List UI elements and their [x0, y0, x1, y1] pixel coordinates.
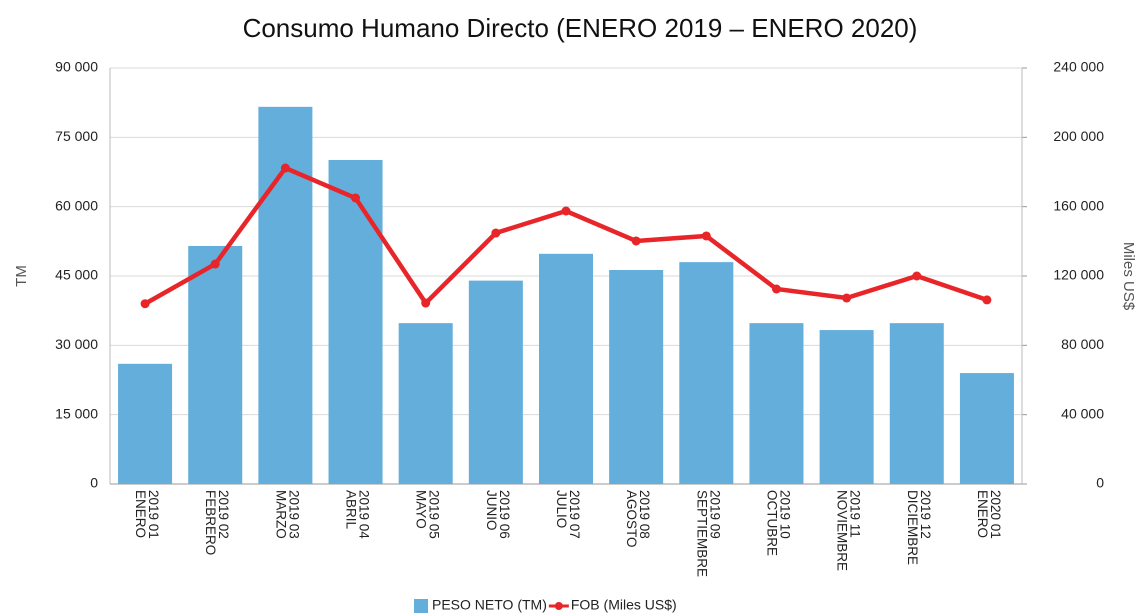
x-tick-line: 2019 03 [287, 490, 302, 539]
x-tick-line: 2019 04 [357, 490, 372, 539]
marker [771, 284, 781, 294]
x-tick-line: MAYO [414, 490, 429, 529]
x-tick-line: OCTUBRE [765, 490, 780, 556]
bar [749, 323, 804, 484]
x-tick-label: 2019 05MAYO [414, 490, 442, 539]
y2-tick-label: 120 000 [1053, 267, 1104, 283]
y-tick-label: 45 000 [55, 267, 98, 283]
x-tick-label: 2019 09SEPTIEMBRE [695, 490, 723, 577]
x-tick-line: ENERO [975, 490, 990, 538]
y2-tick-label: 0 [1096, 475, 1104, 491]
x-tick-line: 2019 12 [918, 490, 933, 539]
legend-swatch [414, 599, 428, 613]
x-tick-label: 2019 11NOVIEMBRE [835, 490, 863, 571]
bar [539, 253, 593, 484]
y-axis-label: TM [13, 265, 30, 287]
bar [468, 280, 523, 484]
x-tick-label: 2019 02FEBRERO [204, 490, 232, 555]
y-tick-label: 60 000 [55, 197, 98, 213]
marker [561, 206, 571, 216]
legend-swatch [554, 602, 563, 610]
y2-tick-label: 160 000 [1053, 197, 1104, 213]
bar [819, 330, 874, 484]
x-tick-label: 2019 04ABRIL [344, 490, 372, 539]
bar [398, 323, 453, 484]
x-tick-label: 2019 08AGOSTO [625, 490, 653, 548]
x-tick-line: 2019 02 [217, 490, 232, 539]
x-tick-line: 2019 11 [848, 490, 863, 538]
y-tick-label: 0 [90, 475, 98, 491]
x-tick-line: 2020 01 [988, 490, 1003, 539]
bar [118, 363, 173, 484]
marker [701, 231, 711, 241]
marker [631, 236, 641, 246]
x-tick-line: 2019 10 [778, 490, 793, 539]
x-tick-label: 2020 01ENERO [975, 490, 1003, 539]
x-tick-line: FEBRERO [204, 490, 219, 555]
x-tick-line: AGOSTO [625, 490, 640, 548]
x-tick-label: 2019 10OCTUBRE [765, 490, 793, 556]
x-tick-line: 2019 05 [427, 490, 442, 539]
x-tick-line: MARZO [274, 490, 289, 539]
bar [679, 262, 734, 484]
x-tick-label: 2019 06JUNIO [484, 490, 512, 539]
y-tick-label: 75 000 [55, 128, 98, 144]
x-tick-line: 2019 07 [567, 490, 582, 539]
bar [188, 245, 243, 484]
marker [912, 271, 922, 281]
y-tick-label: 90 000 [55, 59, 98, 75]
y2-axis-label: Miles US$ [1120, 242, 1137, 311]
marker [982, 295, 992, 305]
marker [351, 193, 361, 203]
x-tick-label: 2019 07JULIO [554, 490, 582, 539]
marker [140, 299, 150, 309]
marker [842, 293, 852, 303]
x-tick-line: 2019 06 [497, 490, 512, 539]
x-tick-line: JULIO [554, 490, 569, 528]
y-tick-label: 15 000 [55, 405, 98, 421]
y2-tick-label: 200 000 [1053, 128, 1104, 144]
bar [959, 373, 1014, 484]
bar [328, 159, 383, 484]
bar [258, 106, 313, 485]
marker [280, 163, 290, 173]
x-tick-line: 2019 08 [638, 490, 653, 539]
x-tick-label: 2019 03MARZO [274, 490, 302, 539]
marker [210, 259, 220, 269]
legend-label: PESO NETO (TM) [432, 597, 547, 613]
marker [491, 228, 501, 238]
x-tick-line: SEPTIEMBRE [695, 490, 710, 577]
x-tick-line: ABRIL [344, 490, 359, 530]
x-tick-line: NOVIEMBRE [835, 490, 850, 571]
chart-title: Consumo Humano Directo (ENERO 2019 – ENE… [243, 13, 918, 43]
marker [421, 298, 431, 308]
bar [889, 323, 944, 484]
x-tick-line: 2019 01 [147, 490, 162, 539]
x-tick-label: 2019 12DICIEMBRE [905, 490, 933, 565]
x-tick-label: 2019 01ENERO [134, 490, 162, 539]
y2-tick-label: 40 000 [1061, 405, 1104, 421]
y2-tick-label: 80 000 [1061, 336, 1104, 352]
x-tick-line: DICIEMBRE [905, 490, 920, 565]
y-tick-label: 30 000 [55, 336, 98, 352]
x-tick-line: 2019 09 [708, 490, 723, 539]
x-tick-line: ENERO [134, 490, 149, 538]
x-tick-line: JUNIO [484, 490, 499, 531]
y2-tick-label: 240 000 [1053, 59, 1104, 75]
legend-label: FOB (Miles US$) [571, 597, 677, 613]
bar [609, 269, 664, 484]
